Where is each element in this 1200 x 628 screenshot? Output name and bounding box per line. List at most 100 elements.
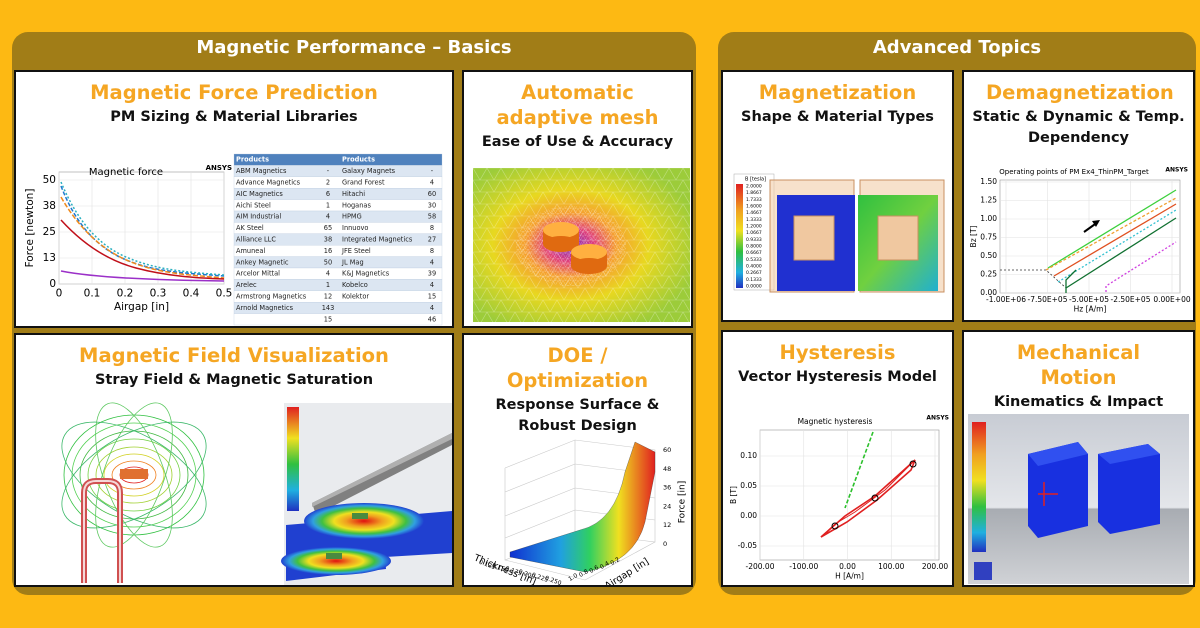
cubes-part bbox=[1098, 444, 1160, 464]
surface-figure-part bbox=[509, 441, 656, 573]
table-cell: 4 bbox=[430, 304, 434, 312]
table-cell: 1 bbox=[326, 201, 330, 209]
plot-brand: ANSYS bbox=[1165, 167, 1188, 174]
cubes-part bbox=[1038, 482, 1058, 506]
table-cell: 27 bbox=[428, 236, 436, 244]
hysteresis-loop-part bbox=[820, 459, 916, 538]
magnets-part bbox=[543, 236, 579, 252]
plot-brand: ANSYS bbox=[926, 415, 949, 422]
card-subtitle: PM Sizing & Material Libraries bbox=[110, 109, 358, 125]
card-title: Magnetic Field Visualization bbox=[79, 344, 389, 367]
table-cell: 30 bbox=[428, 201, 436, 209]
z-tick-label: 60 bbox=[663, 446, 671, 454]
table-cell: Galaxy Magnets bbox=[342, 167, 396, 175]
x-tick-label: 0.250 bbox=[544, 575, 563, 585]
saturation-view-part bbox=[287, 407, 299, 511]
table-cell: Alliance LLC bbox=[236, 236, 276, 244]
y-tick-label: 0.2 bbox=[609, 556, 621, 567]
hysteresis-figure: -0.05 0.00 0.05 0.10 -200.00 -100.00 0.00 100.0… bbox=[729, 415, 949, 581]
table-cell: 39 bbox=[428, 270, 436, 278]
force-curves-part bbox=[60, 270, 225, 282]
table-cell: K&J Magnetics bbox=[342, 270, 390, 278]
demag-figure: 0.00 0.25 0.50 0.75 1.00 1.25 1.50 -1.00E+06 -7.… bbox=[969, 167, 1191, 314]
table-cell: Ankey Magnetic bbox=[236, 258, 289, 266]
demag-curves-part bbox=[1065, 269, 1077, 293]
mesh-figure bbox=[473, 168, 690, 322]
x-tick-label: 0.00 bbox=[839, 562, 856, 571]
field-lines-part bbox=[95, 402, 173, 548]
demag-curves-part bbox=[1065, 217, 1177, 289]
legend-level: 0.0000 bbox=[746, 284, 762, 290]
y-tick-label: 1.0 bbox=[567, 572, 579, 583]
table-cell: Arnold Magnetics bbox=[236, 304, 294, 312]
magnets-part bbox=[571, 258, 607, 274]
motion-figure bbox=[968, 414, 1189, 584]
legend-level: 1.2000 bbox=[746, 224, 762, 230]
demag-curves-part bbox=[1000, 269, 1067, 289]
table-cell: 50 bbox=[324, 258, 332, 266]
hysteresis-loop bbox=[820, 431, 917, 538]
section-title: Advanced Topics bbox=[872, 37, 1042, 58]
plot-brand: ANSYS bbox=[206, 164, 232, 172]
field-lines-part bbox=[71, 422, 197, 528]
card-subtitle: Shape & Material Types bbox=[741, 109, 934, 125]
table-cell: Advance Magnetics bbox=[236, 179, 301, 187]
x-tick-label: 0.00E+00 bbox=[1153, 295, 1190, 304]
y-tick-label: 0.6 bbox=[588, 564, 600, 575]
table-cell: 4 bbox=[430, 258, 434, 266]
field-lines-part bbox=[95, 402, 173, 548]
y-tick-label: 0.50 bbox=[980, 251, 997, 260]
table-header: Products bbox=[342, 156, 375, 164]
demag-curves-part bbox=[1057, 209, 1177, 283]
z-axis-label: Force [in] bbox=[678, 481, 688, 523]
z-tick-label: 0 bbox=[663, 540, 667, 548]
table-cell: Armstrong Magnetics bbox=[236, 293, 307, 301]
table-cell: Aichi Steel bbox=[236, 201, 271, 209]
table-cell: AIC Magnetics bbox=[236, 190, 283, 198]
blocks-part bbox=[793, 215, 835, 261]
x-tick-label: -1.00E+06 bbox=[986, 295, 1026, 304]
card-subtitle: Static & Dynamic & Temp. Dependency bbox=[972, 109, 1185, 146]
magnetization-figure: B [tesla]2.00001.86671.73331.60001.46671… bbox=[733, 173, 945, 293]
legend-level: 0.4000 bbox=[746, 264, 762, 270]
box-grid-part bbox=[504, 487, 576, 517]
card-title: Magnetization bbox=[758, 81, 917, 104]
section-title: Magnetic Performance – Basics bbox=[196, 37, 512, 58]
box-grid-part bbox=[504, 509, 576, 539]
table-cell: Grand Forest bbox=[342, 179, 385, 187]
magnets-part bbox=[543, 222, 579, 238]
x-tick-label: 0.1 bbox=[84, 287, 101, 299]
y-tick-label: 13 bbox=[43, 252, 56, 264]
table-cell: JFE Steel bbox=[341, 247, 371, 255]
x-axis-label: H [A/m] bbox=[835, 572, 864, 581]
cubes bbox=[1028, 442, 1160, 538]
card: Automatic adaptive mesh Ease of Use & Ac… bbox=[462, 70, 693, 328]
force-curves bbox=[60, 181, 225, 282]
card: Magnetic Force Prediction PM Sizing & Ma… bbox=[14, 70, 454, 328]
legend-level: 0.8000 bbox=[746, 244, 762, 250]
force-curves-part bbox=[60, 219, 225, 280]
x-tick-label: 0.4 bbox=[183, 287, 200, 299]
y-tick-label: 0.05 bbox=[740, 481, 757, 490]
cubes-part bbox=[1028, 442, 1088, 538]
x-tick-label: -100.00 bbox=[789, 562, 818, 571]
plot-title: Magnetic force bbox=[89, 167, 163, 178]
legend-level: 0.5333 bbox=[746, 257, 762, 263]
magnets bbox=[543, 222, 607, 274]
z-tick-label: 12 bbox=[663, 521, 671, 529]
plot-title: Magnetic hysteresis bbox=[798, 417, 873, 426]
table-cell: 16 bbox=[324, 247, 332, 255]
magnetization-figure-part bbox=[736, 184, 743, 288]
table-cell: 60 bbox=[428, 190, 436, 198]
hysteresis-loop-part bbox=[871, 494, 879, 502]
hysteresis-loop-part bbox=[844, 431, 874, 509]
table-cell: Hoganas bbox=[342, 201, 371, 209]
surface-figure: 012243648600.1250.1500.1750.2000.2250.25… bbox=[471, 439, 688, 585]
field-lines-part bbox=[79, 430, 189, 520]
y-tick-label: 1.00 bbox=[980, 214, 997, 223]
x-tick-label: 0.3 bbox=[150, 287, 167, 299]
y-tick-label: 50 bbox=[43, 174, 56, 186]
legend-level: 1.4667 bbox=[746, 210, 762, 216]
table-cell: 8 bbox=[430, 247, 434, 255]
x-tick-label: 100.00 bbox=[878, 562, 904, 571]
